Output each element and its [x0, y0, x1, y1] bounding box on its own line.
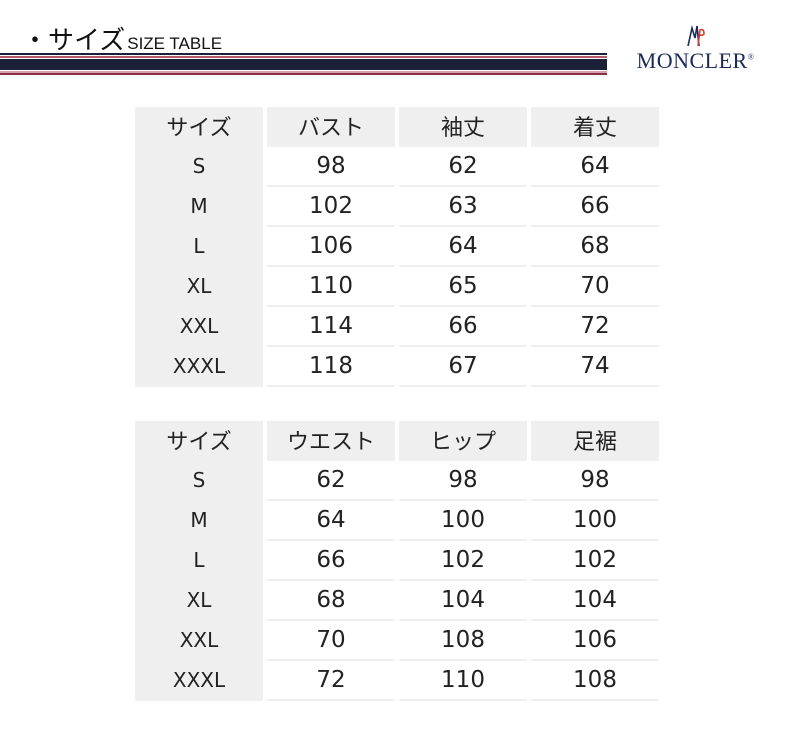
header-cell: サイズ	[135, 421, 263, 461]
value-cell: 72	[267, 661, 395, 701]
value-cell: 114	[267, 307, 395, 347]
value-cell: 70	[267, 621, 395, 661]
size-cell: S	[135, 147, 263, 187]
value-cell: 118	[267, 347, 395, 387]
size-cell: XXXL	[135, 347, 263, 387]
size-cell: XL	[135, 581, 263, 621]
header-cell: バスト	[267, 107, 395, 147]
value-cell: 98	[399, 461, 527, 501]
size-table-top: サイズ バスト 袖丈 着丈 S 98 62 64 M 102 63 66 L 106 64 68 XL 1…	[131, 107, 663, 387]
value-cell: 110	[399, 661, 527, 701]
size-cell: S	[135, 461, 263, 501]
value-cell: 110	[267, 267, 395, 307]
value-cell: 106	[267, 227, 395, 267]
value-cell: 104	[531, 581, 659, 621]
size-table-bottom: サイズ ウエスト ヒップ 足裾 S 62 98 98 M 64 100 100 L 66 102 10…	[131, 421, 663, 701]
value-cell: 100	[399, 501, 527, 541]
header-cell: 袖丈	[399, 107, 527, 147]
size-cell: L	[135, 227, 263, 267]
table-row: XL 68 104 104	[135, 581, 659, 621]
value-cell: 102	[267, 187, 395, 227]
table-row: S 98 62 64	[135, 147, 659, 187]
tricolor-stripes	[0, 53, 607, 75]
value-cell: 66	[399, 307, 527, 347]
value-cell: 68	[531, 227, 659, 267]
size-cell: XXXL	[135, 661, 263, 701]
size-cell: XL	[135, 267, 263, 307]
value-cell: 66	[267, 541, 395, 581]
value-cell: 62	[267, 461, 395, 501]
value-cell: 66	[531, 187, 659, 227]
value-cell: 67	[399, 347, 527, 387]
size-cell: XXL	[135, 621, 263, 661]
value-cell: 64	[267, 501, 395, 541]
table-row: S 62 98 98	[135, 461, 659, 501]
page-title: ・サイズ SIZE TABLE	[22, 20, 222, 57]
header-cell: 足裾	[531, 421, 659, 461]
value-cell: 65	[399, 267, 527, 307]
rooster-icon	[686, 24, 705, 47]
moncler-logo: MONCLER®	[628, 22, 763, 74]
value-cell: 74	[531, 347, 659, 387]
title-en: SIZE TABLE	[127, 34, 223, 53]
value-cell: 63	[399, 187, 527, 227]
value-cell: 70	[531, 267, 659, 307]
value-cell: 100	[531, 501, 659, 541]
value-cell: 62	[399, 147, 527, 187]
value-cell: 98	[267, 147, 395, 187]
table-row: XL 110 65 70	[135, 267, 659, 307]
value-cell: 64	[531, 147, 659, 187]
value-cell: 72	[531, 307, 659, 347]
table-row: XXL 114 66 72	[135, 307, 659, 347]
value-cell: 98	[531, 461, 659, 501]
value-cell: 106	[531, 621, 659, 661]
header-cell: ウエスト	[267, 421, 395, 461]
header-cell: サイズ	[135, 107, 263, 147]
header-cell: ヒップ	[399, 421, 527, 461]
table-row: L 66 102 102	[135, 541, 659, 581]
value-cell: 108	[399, 621, 527, 661]
value-cell: 104	[399, 581, 527, 621]
table-row: XXXL 118 67 74	[135, 347, 659, 387]
value-cell: 108	[531, 661, 659, 701]
table-row: M 102 63 66	[135, 187, 659, 227]
table-header-row: サイズ ウエスト ヒップ 足裾	[135, 421, 659, 461]
value-cell: 102	[531, 541, 659, 581]
table-header-row: サイズ バスト 袖丈 着丈	[135, 107, 659, 147]
table-row: XXXL 72 110 108	[135, 661, 659, 701]
header-cell: 着丈	[531, 107, 659, 147]
brand-name: MONCLER	[636, 48, 748, 73]
title-ja: ・サイズ	[22, 26, 126, 56]
table-row: L 106 64 68	[135, 227, 659, 267]
table-row: M 64 100 100	[135, 501, 659, 541]
table-row: XXL 70 108 106	[135, 621, 659, 661]
size-cell: XXL	[135, 307, 263, 347]
value-cell: 68	[267, 581, 395, 621]
size-cell: L	[135, 541, 263, 581]
value-cell: 102	[399, 541, 527, 581]
size-cell: M	[135, 501, 263, 541]
size-cell: M	[135, 187, 263, 227]
value-cell: 64	[399, 227, 527, 267]
